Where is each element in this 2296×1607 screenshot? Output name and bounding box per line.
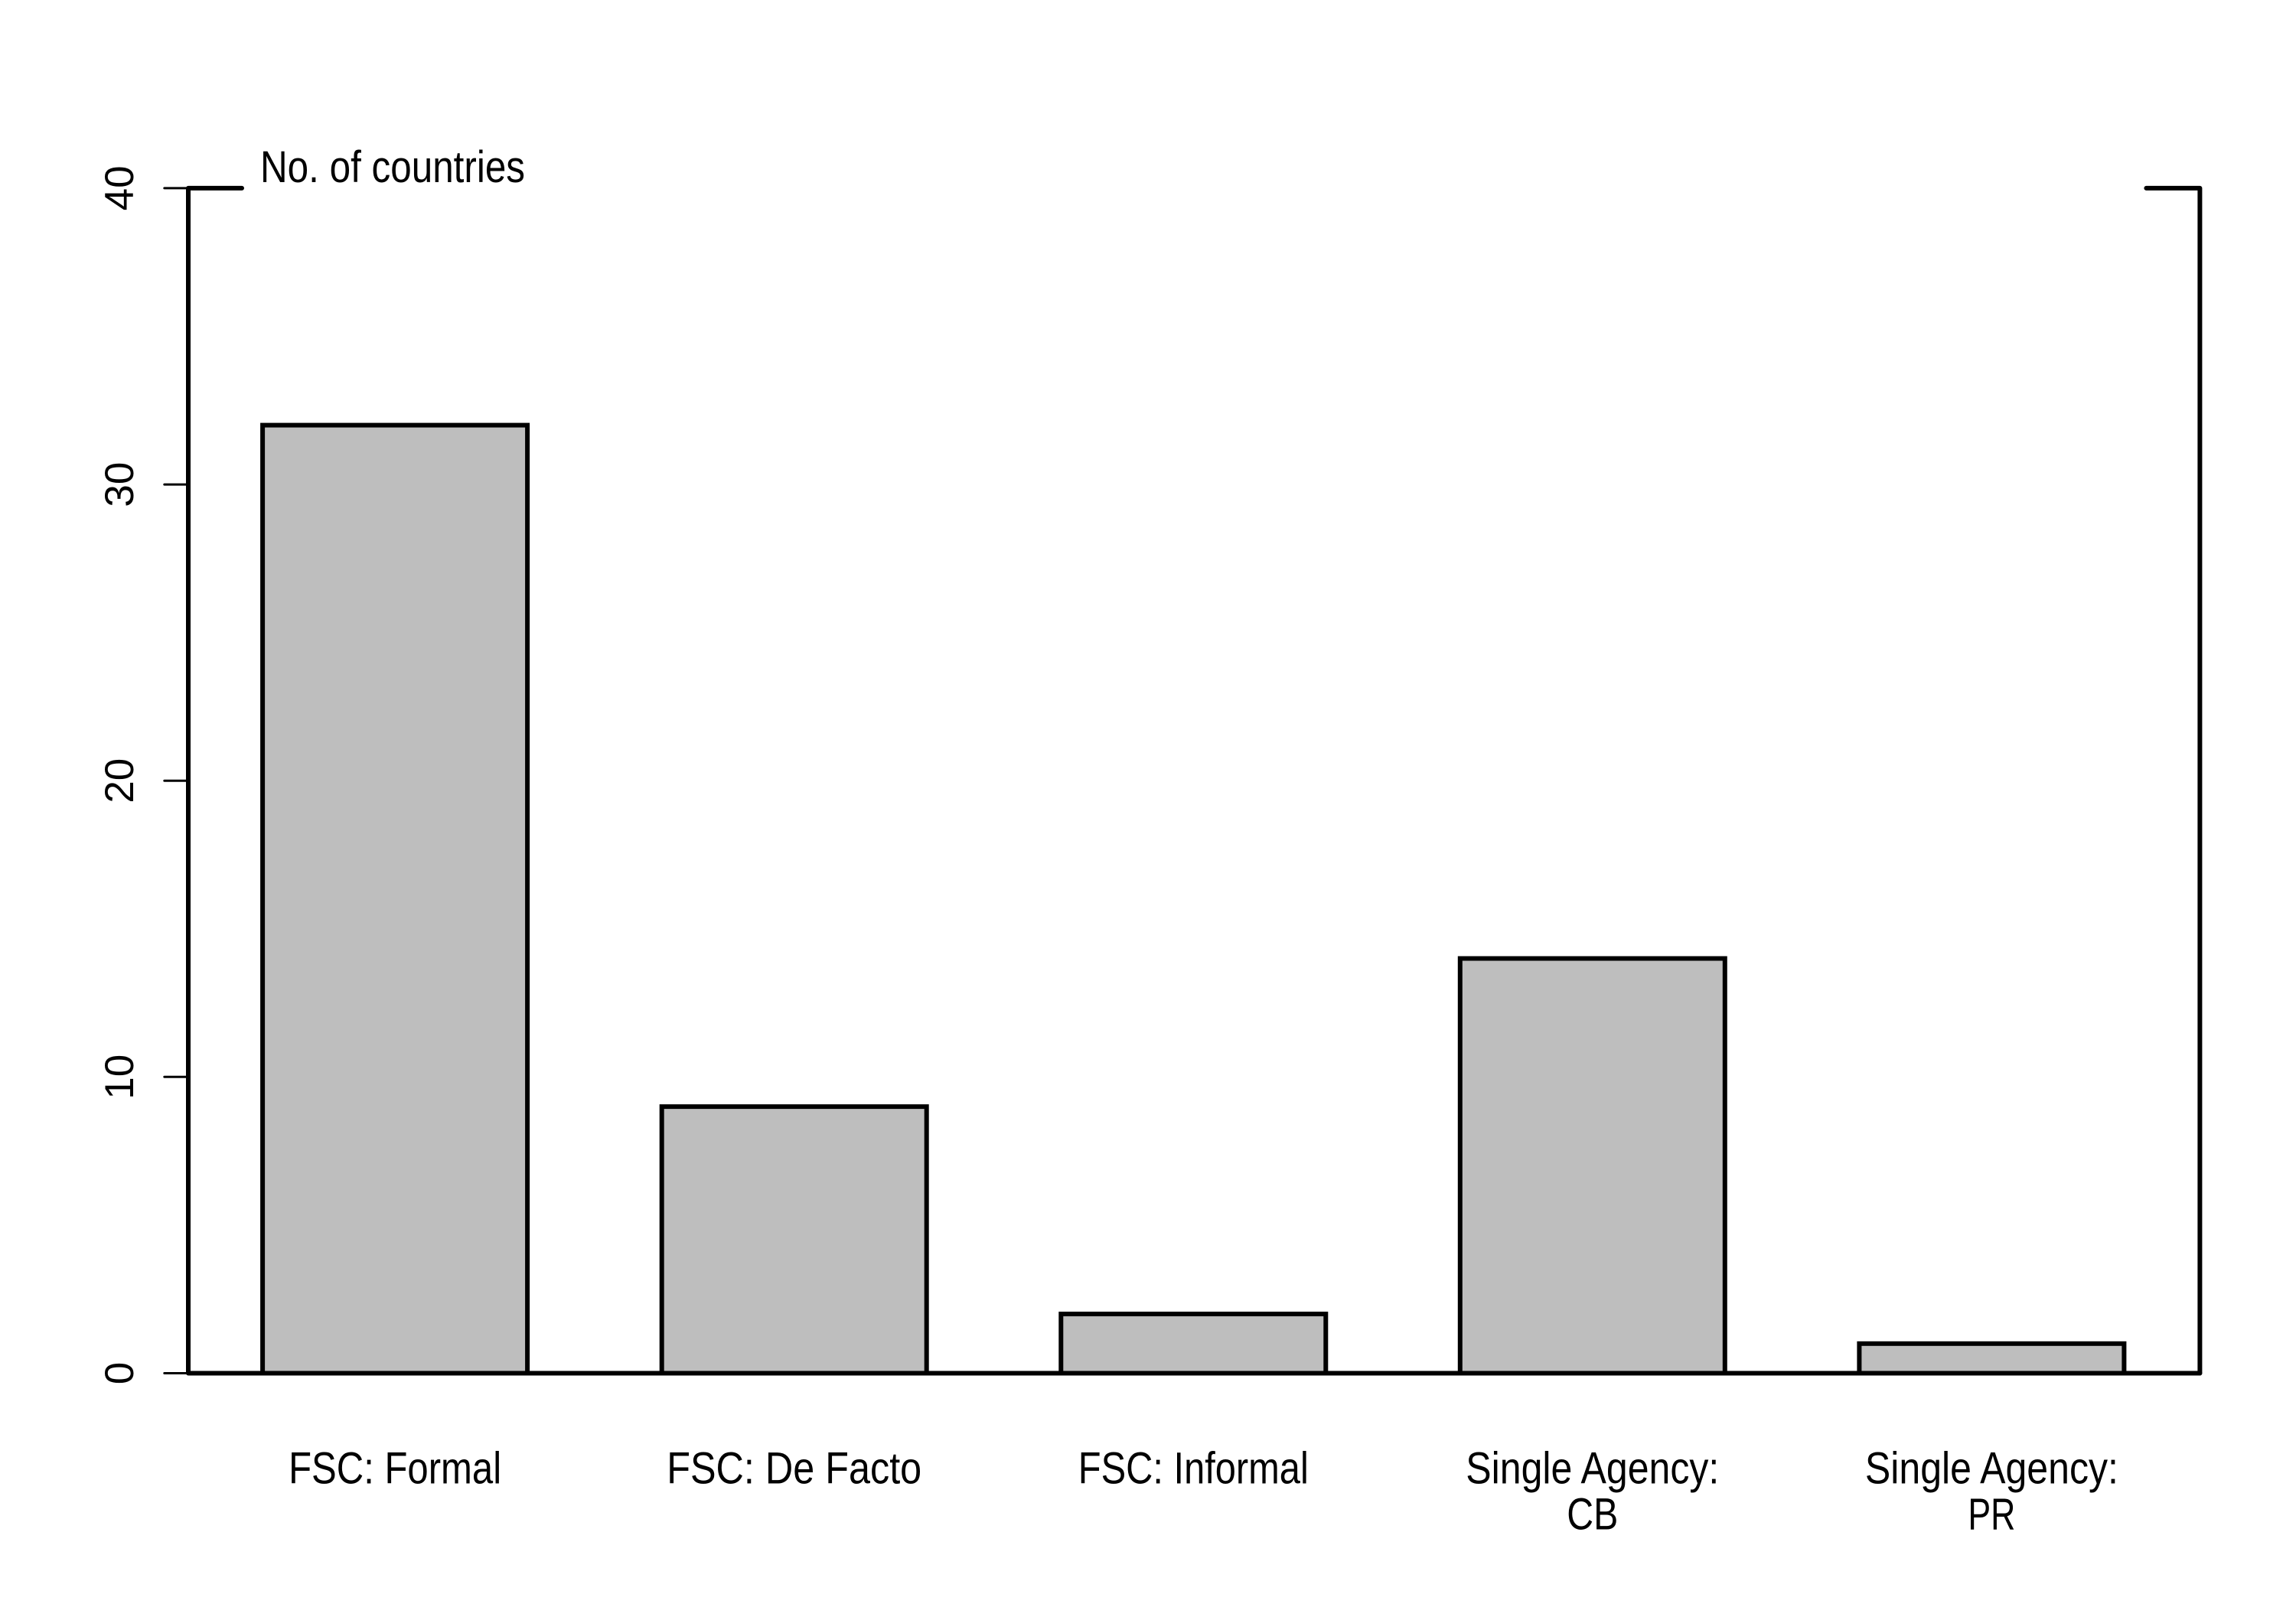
x-category-label-3: FSC: Informal <box>1078 1444 1309 1494</box>
bar-3 <box>1058 1312 1329 1376</box>
x-category-label-5-line1: Single Agency: <box>1865 1444 2118 1494</box>
axes-layer <box>163 185 2203 1376</box>
y-tick-label-10: 10 <box>97 1054 142 1100</box>
bar-1 <box>260 422 530 1376</box>
x-category-label-2: FSC: De Facto <box>667 1444 921 1494</box>
x-category-label-4-line2: CB <box>1567 1490 1618 1540</box>
y-tick-label-20: 20 <box>97 758 142 804</box>
bar-2 <box>659 1104 929 1376</box>
y-tick-label-30: 30 <box>97 462 142 507</box>
right-frame-line <box>2144 185 2203 1376</box>
x-category-label-4-line1: Single Agency: <box>1466 1444 1719 1494</box>
bars-layer <box>260 422 2127 1376</box>
bar-4 <box>1457 956 1727 1376</box>
y-axis-title: No. of countries <box>260 142 525 192</box>
x-category-label-1: FSC: Formal <box>289 1444 501 1494</box>
labels-layer: 0 10 20 30 40 FSC: Formal FSC: De Facto FSC: In… <box>97 165 2118 1539</box>
y-tick-label-0: 0 <box>97 1362 142 1384</box>
bar-5 <box>1857 1341 2127 1376</box>
y-tick-label-40: 40 <box>97 165 142 210</box>
x-category-label-5-line2: PR <box>1968 1490 2015 1540</box>
